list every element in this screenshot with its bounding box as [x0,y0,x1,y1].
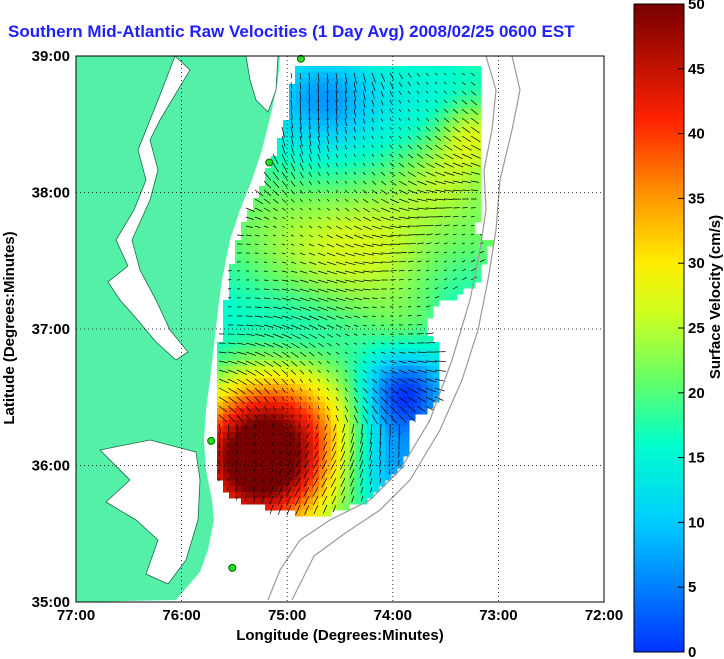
colorbar-tick-label: 10 [688,514,705,531]
x-tick-label: 77:00 [57,607,95,624]
colorbar-tick-label: 35 [688,190,705,207]
map-title: Southern Mid-Atlantic Raw Velocities (1 … [8,22,575,41]
map-grid [76,56,604,602]
x-axis-ticks: 77:00 76:00 75:00 74:00 73:00 72:00 [57,607,623,624]
colorbar-tick-label: 25 [688,320,705,337]
bathymetry-contour [291,56,521,601]
radar-station-marker [207,436,216,445]
y-tick-label: 39:00 [32,48,70,65]
x-tick-label: 75:00 [268,607,306,624]
x-tick-label: 73:00 [479,607,517,624]
radar-station-marker [296,54,305,63]
velocity-arrow-set [218,72,486,516]
x-axis-label: Longitude (Degrees:Minutes) [236,627,444,644]
x-tick-label: 72:00 [585,607,623,624]
colorbar-tick-label: 5 [688,579,696,596]
colorbar-tick-label: 50 [688,0,705,13]
x-tick-label: 76:00 [162,607,200,624]
colorbar-tick-label: 40 [688,126,705,143]
bathymetry-contour [267,56,497,601]
colorbar-label: Surface Velocity (cm/s) [707,215,724,379]
radar-stations [207,54,305,572]
chesapeake-bay [107,56,191,361]
velocity-field [217,66,494,517]
y-tick-label: 36:00 [32,458,70,475]
delaware-bay [245,56,279,113]
y-tick-label: 37:00 [32,321,70,338]
plot-frame [75,55,605,603]
colorbar-tick-label: 30 [688,255,705,272]
velocity-arrows [218,72,486,516]
colorbar-tick-label: 20 [688,385,705,402]
colorbar-tick-label: 45 [688,61,705,78]
colorbar-ticks: 0 5 10 15 20 25 30 35 40 45 50 [678,0,705,659]
x-tick-label: 74:00 [374,607,412,624]
y-tick-label: 38:00 [32,185,70,202]
colorbar [633,3,685,653]
colorbar-tick-label: 15 [688,450,705,467]
colorbar-tick-label: 0 [688,644,696,659]
y-tick-label: 35:00 [32,594,70,611]
pamlico-sound [99,439,201,585]
radar-station-marker [265,158,274,167]
y-axis-ticks: 35:00 36:00 37:00 38:00 39:00 [32,48,70,611]
radar-station-marker [228,563,237,572]
y-axis-label: Latitude (Degrees:Minutes) [1,231,18,424]
